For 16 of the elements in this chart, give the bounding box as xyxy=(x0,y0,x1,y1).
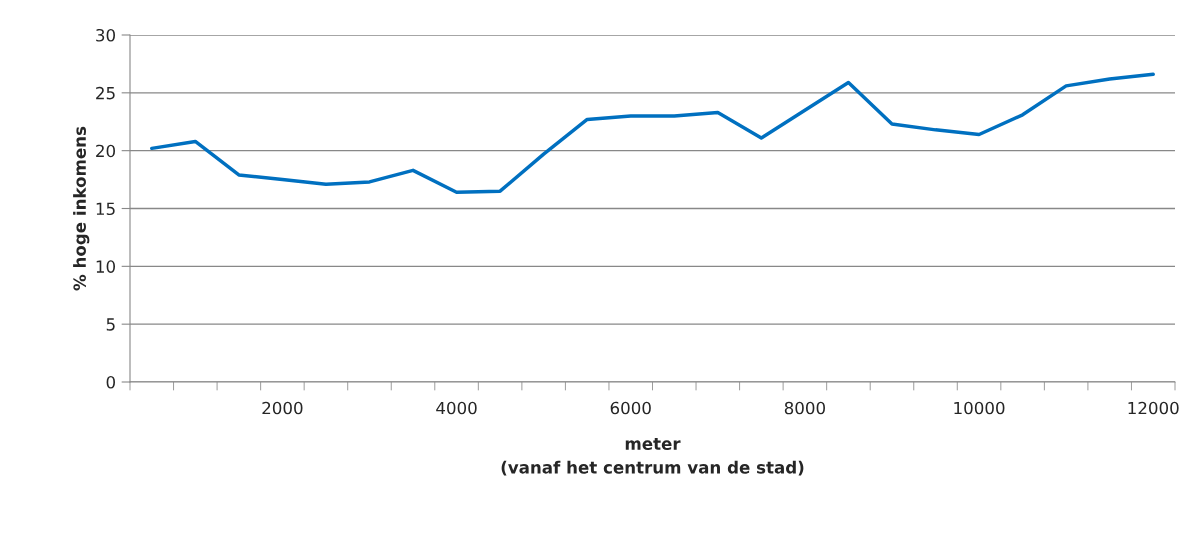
y-tick-label: 30 xyxy=(96,28,115,42)
x-tick-label: 8000 xyxy=(784,401,825,415)
x-tick-label: 6000 xyxy=(610,401,651,415)
y-tick-label: 15 xyxy=(96,202,115,216)
y-tick-label: 5 xyxy=(106,318,115,331)
x-tick-label: 12000 xyxy=(1128,401,1179,415)
x-axis-title: meter (vanaf het centrum van de stad) xyxy=(501,437,804,476)
y-tick-label: 0 xyxy=(106,375,115,389)
x-tick-label: 10000 xyxy=(954,401,1005,415)
y-tick-label: 25 xyxy=(96,86,115,100)
x-tick-label: 2000 xyxy=(262,401,303,415)
y-tick-label: 20 xyxy=(96,144,115,158)
y-axis-title: % hoge inkomens xyxy=(73,126,90,291)
line-series xyxy=(150,72,1155,195)
x-tick-label: 4000 xyxy=(436,401,477,415)
y-tick-label: 10 xyxy=(96,260,115,273)
